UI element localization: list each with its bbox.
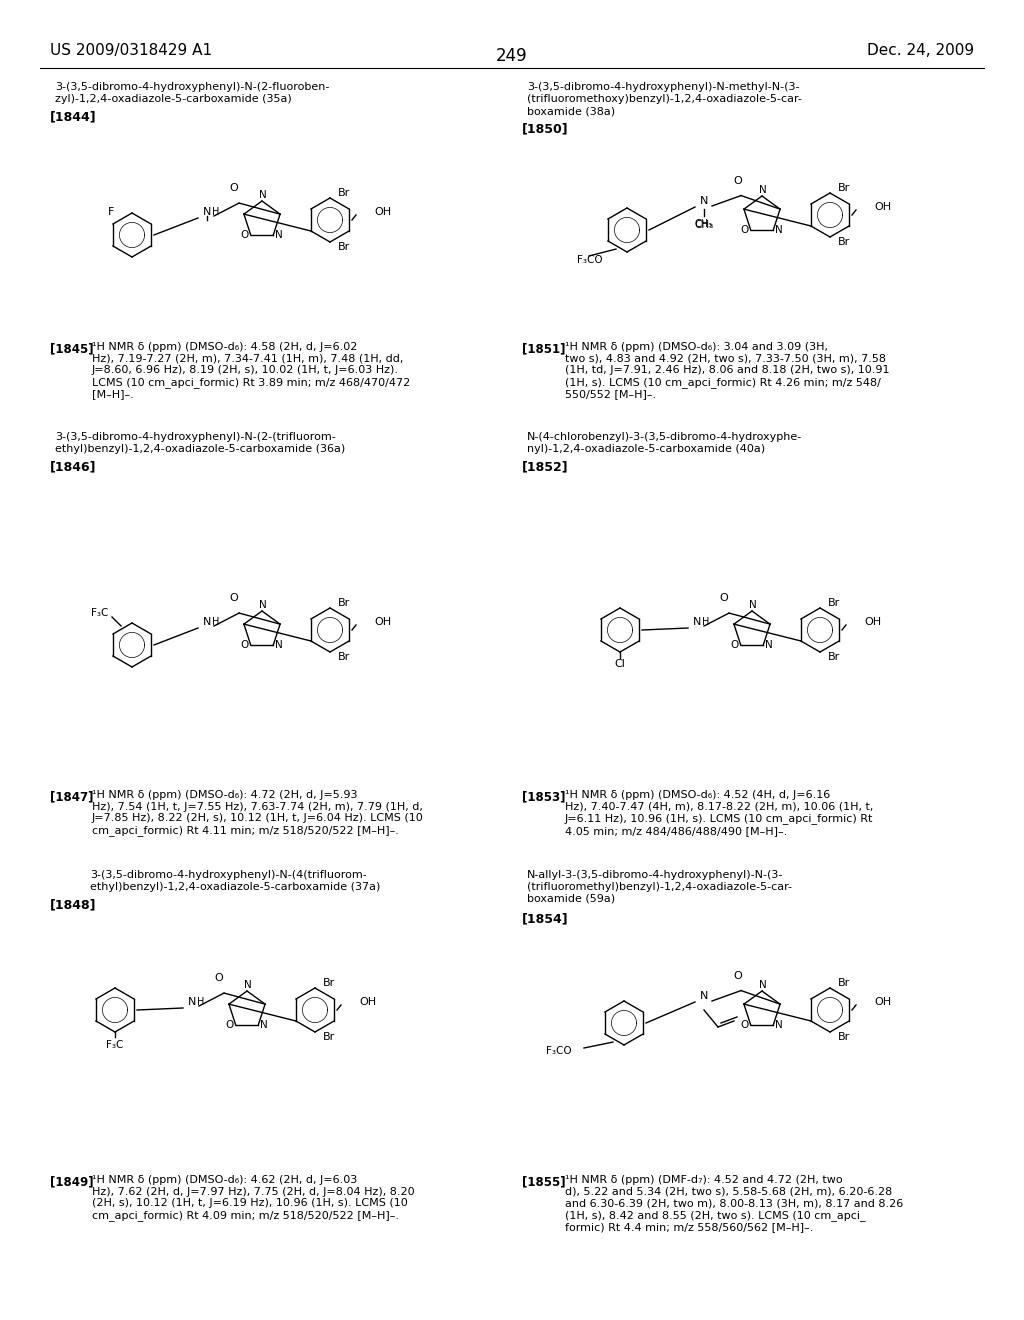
Text: ¹H NMR δ (ppm) (DMF-d₇): 4.52 and 4.72 (2H, two
d), 5.22 and 5.34 (2H, two s), 5: ¹H NMR δ (ppm) (DMF-d₇): 4.52 and 4.72 (… xyxy=(565,1175,903,1233)
Text: [1847]: [1847] xyxy=(50,789,93,803)
Text: 3-(3,5-dibromo-4-hydroxyphenyl)-N-(2-fluoroben-: 3-(3,5-dibromo-4-hydroxyphenyl)-N-(2-flu… xyxy=(55,82,330,92)
Text: O: O xyxy=(215,973,223,983)
Text: zyl)-1,2,4-oxadiazole-5-carboxamide (35a): zyl)-1,2,4-oxadiazole-5-carboxamide (35a… xyxy=(55,94,292,104)
Text: 3-(3,5-dibromo-4-hydroxyphenyl)-N-(2-(trifluorom-: 3-(3,5-dibromo-4-hydroxyphenyl)-N-(2-(tr… xyxy=(55,432,336,442)
Text: O: O xyxy=(733,176,742,186)
Text: N: N xyxy=(260,1020,268,1031)
Text: N: N xyxy=(759,979,767,990)
Text: OH: OH xyxy=(374,616,391,627)
Text: Br: Br xyxy=(323,1032,335,1041)
Text: H: H xyxy=(702,616,710,627)
Text: Br: Br xyxy=(338,652,350,663)
Text: Br: Br xyxy=(838,183,850,193)
Text: [1852]: [1852] xyxy=(522,459,568,473)
Text: ethyl)benzyl)-1,2,4-oxadiazole-5-carboxamide (36a): ethyl)benzyl)-1,2,4-oxadiazole-5-carboxa… xyxy=(55,444,345,454)
Text: N: N xyxy=(693,616,701,627)
Text: H: H xyxy=(198,997,205,1007)
Text: OH: OH xyxy=(864,616,881,627)
Text: N: N xyxy=(244,979,252,990)
Text: N: N xyxy=(203,207,211,216)
Text: N: N xyxy=(275,640,283,651)
Text: O: O xyxy=(740,1020,749,1031)
Text: [1848]: [1848] xyxy=(50,898,96,911)
Text: N: N xyxy=(775,226,783,235)
Text: Br: Br xyxy=(323,978,335,987)
Text: [1845]: [1845] xyxy=(50,342,93,355)
Text: OH: OH xyxy=(359,997,376,1007)
Text: O: O xyxy=(720,593,728,603)
Text: [1853]: [1853] xyxy=(522,789,565,803)
Text: O: O xyxy=(731,640,739,651)
Text: 249: 249 xyxy=(497,48,527,65)
Text: F₃C: F₃C xyxy=(91,609,109,618)
Text: [1844]: [1844] xyxy=(50,110,96,123)
Text: N-(4-chlorobenzyl)-3-(3,5-dibromo-4-hydroxyphe-: N-(4-chlorobenzyl)-3-(3,5-dibromo-4-hydr… xyxy=(527,432,802,442)
Text: O: O xyxy=(229,183,239,193)
Text: CH₃: CH₃ xyxy=(694,220,714,230)
Text: Br: Br xyxy=(338,598,350,609)
Text: F₃CO: F₃CO xyxy=(577,255,603,265)
Text: ¹H NMR δ (ppm) (DMSO-d₆): 4.72 (2H, d, J=5.93
Hz), 7.54 (1H, t, J=7.55 Hz), 7.63: ¹H NMR δ (ppm) (DMSO-d₆): 4.72 (2H, d, J… xyxy=(92,789,424,836)
Text: N: N xyxy=(203,616,211,627)
Text: Br: Br xyxy=(838,238,850,247)
Text: O: O xyxy=(241,231,249,240)
Text: N-allyl-3-(3,5-dibromo-4-hydroxyphenyl)-N-(3-
(trifluoromethyl)benzyl)-1,2,4-oxa: N-allyl-3-(3,5-dibromo-4-hydroxyphenyl)-… xyxy=(527,870,792,903)
Text: OH: OH xyxy=(374,207,391,216)
Text: F: F xyxy=(108,207,115,216)
Text: Br: Br xyxy=(338,242,350,252)
Text: N: N xyxy=(275,231,283,240)
Text: O: O xyxy=(241,640,249,651)
Text: O: O xyxy=(740,226,749,235)
Text: ¹H NMR δ (ppm) (DMSO-d₆): 4.62 (2H, d, J=6.03
Hz), 7.62 (2H, d, J=7.97 Hz), 7.75: ¹H NMR δ (ppm) (DMSO-d₆): 4.62 (2H, d, J… xyxy=(92,1175,415,1221)
Text: F₃CO: F₃CO xyxy=(547,1045,572,1056)
Text: H: H xyxy=(212,616,220,627)
Text: F₃C: F₃C xyxy=(106,1040,124,1049)
Text: [1846]: [1846] xyxy=(50,459,96,473)
Text: ¹H NMR δ (ppm) (DMSO-d₆): 4.52 (4H, d, J=6.16
Hz), 7.40-7.47 (4H, m), 8.17-8.22 : ¹H NMR δ (ppm) (DMSO-d₆): 4.52 (4H, d, J… xyxy=(565,789,873,836)
Text: N: N xyxy=(259,190,267,201)
Text: (trifluoromethoxy)benzyl)-1,2,4-oxadiazole-5-car-: (trifluoromethoxy)benzyl)-1,2,4-oxadiazo… xyxy=(527,94,802,104)
Text: Br: Br xyxy=(838,1032,850,1041)
Text: N: N xyxy=(259,601,267,610)
Text: CH₃: CH₃ xyxy=(695,219,713,228)
Text: Cl: Cl xyxy=(614,659,626,669)
Text: O: O xyxy=(225,1020,233,1031)
Text: N: N xyxy=(699,991,709,1001)
Text: Br: Br xyxy=(827,598,840,609)
Text: N: N xyxy=(759,185,767,195)
Text: Dec. 24, 2009: Dec. 24, 2009 xyxy=(867,44,974,58)
Text: N: N xyxy=(699,195,709,206)
Text: [1850]: [1850] xyxy=(522,121,568,135)
Text: OH: OH xyxy=(874,202,891,213)
Text: [1854]: [1854] xyxy=(522,912,568,925)
Text: H: H xyxy=(212,207,220,216)
Text: US 2009/0318429 A1: US 2009/0318429 A1 xyxy=(50,44,212,58)
Text: O: O xyxy=(229,593,239,603)
Text: ¹H NMR δ (ppm) (DMSO-d₆): 3.04 and 3.09 (3H,
two s), 4.83 and 4.92 (2H, two s), : ¹H NMR δ (ppm) (DMSO-d₆): 3.04 and 3.09 … xyxy=(565,342,890,400)
Text: [1855]: [1855] xyxy=(522,1175,565,1188)
Text: ¹H NMR δ (ppm) (DMSO-d₆): 4.58 (2H, d, J=6.02
Hz), 7.19-7.27 (2H, m), 7.34-7.41 : ¹H NMR δ (ppm) (DMSO-d₆): 4.58 (2H, d, J… xyxy=(92,342,411,400)
Text: Br: Br xyxy=(838,978,850,987)
Text: [1851]: [1851] xyxy=(522,342,565,355)
Text: N: N xyxy=(187,997,197,1007)
Text: OH: OH xyxy=(874,997,891,1007)
Text: nyl)-1,2,4-oxadiazole-5-carboxamide (40a): nyl)-1,2,4-oxadiazole-5-carboxamide (40a… xyxy=(527,444,765,454)
Text: Br: Br xyxy=(338,187,350,198)
Text: O: O xyxy=(733,970,742,981)
Text: N: N xyxy=(765,640,773,651)
Text: N: N xyxy=(775,1020,783,1031)
Text: Br: Br xyxy=(827,652,840,663)
Text: [1849]: [1849] xyxy=(50,1175,93,1188)
Text: 3-(3,5-dibromo-4-hydroxyphenyl)-N-(4(trifluorom-
ethyl)benzyl)-1,2,4-oxadiazole-: 3-(3,5-dibromo-4-hydroxyphenyl)-N-(4(tri… xyxy=(90,870,380,891)
Text: 3-(3,5-dibromo-4-hydroxyphenyl)-N-methyl-N-(3-: 3-(3,5-dibromo-4-hydroxyphenyl)-N-methyl… xyxy=(527,82,800,92)
Text: boxamide (38a): boxamide (38a) xyxy=(527,106,615,116)
Text: N: N xyxy=(750,601,757,610)
